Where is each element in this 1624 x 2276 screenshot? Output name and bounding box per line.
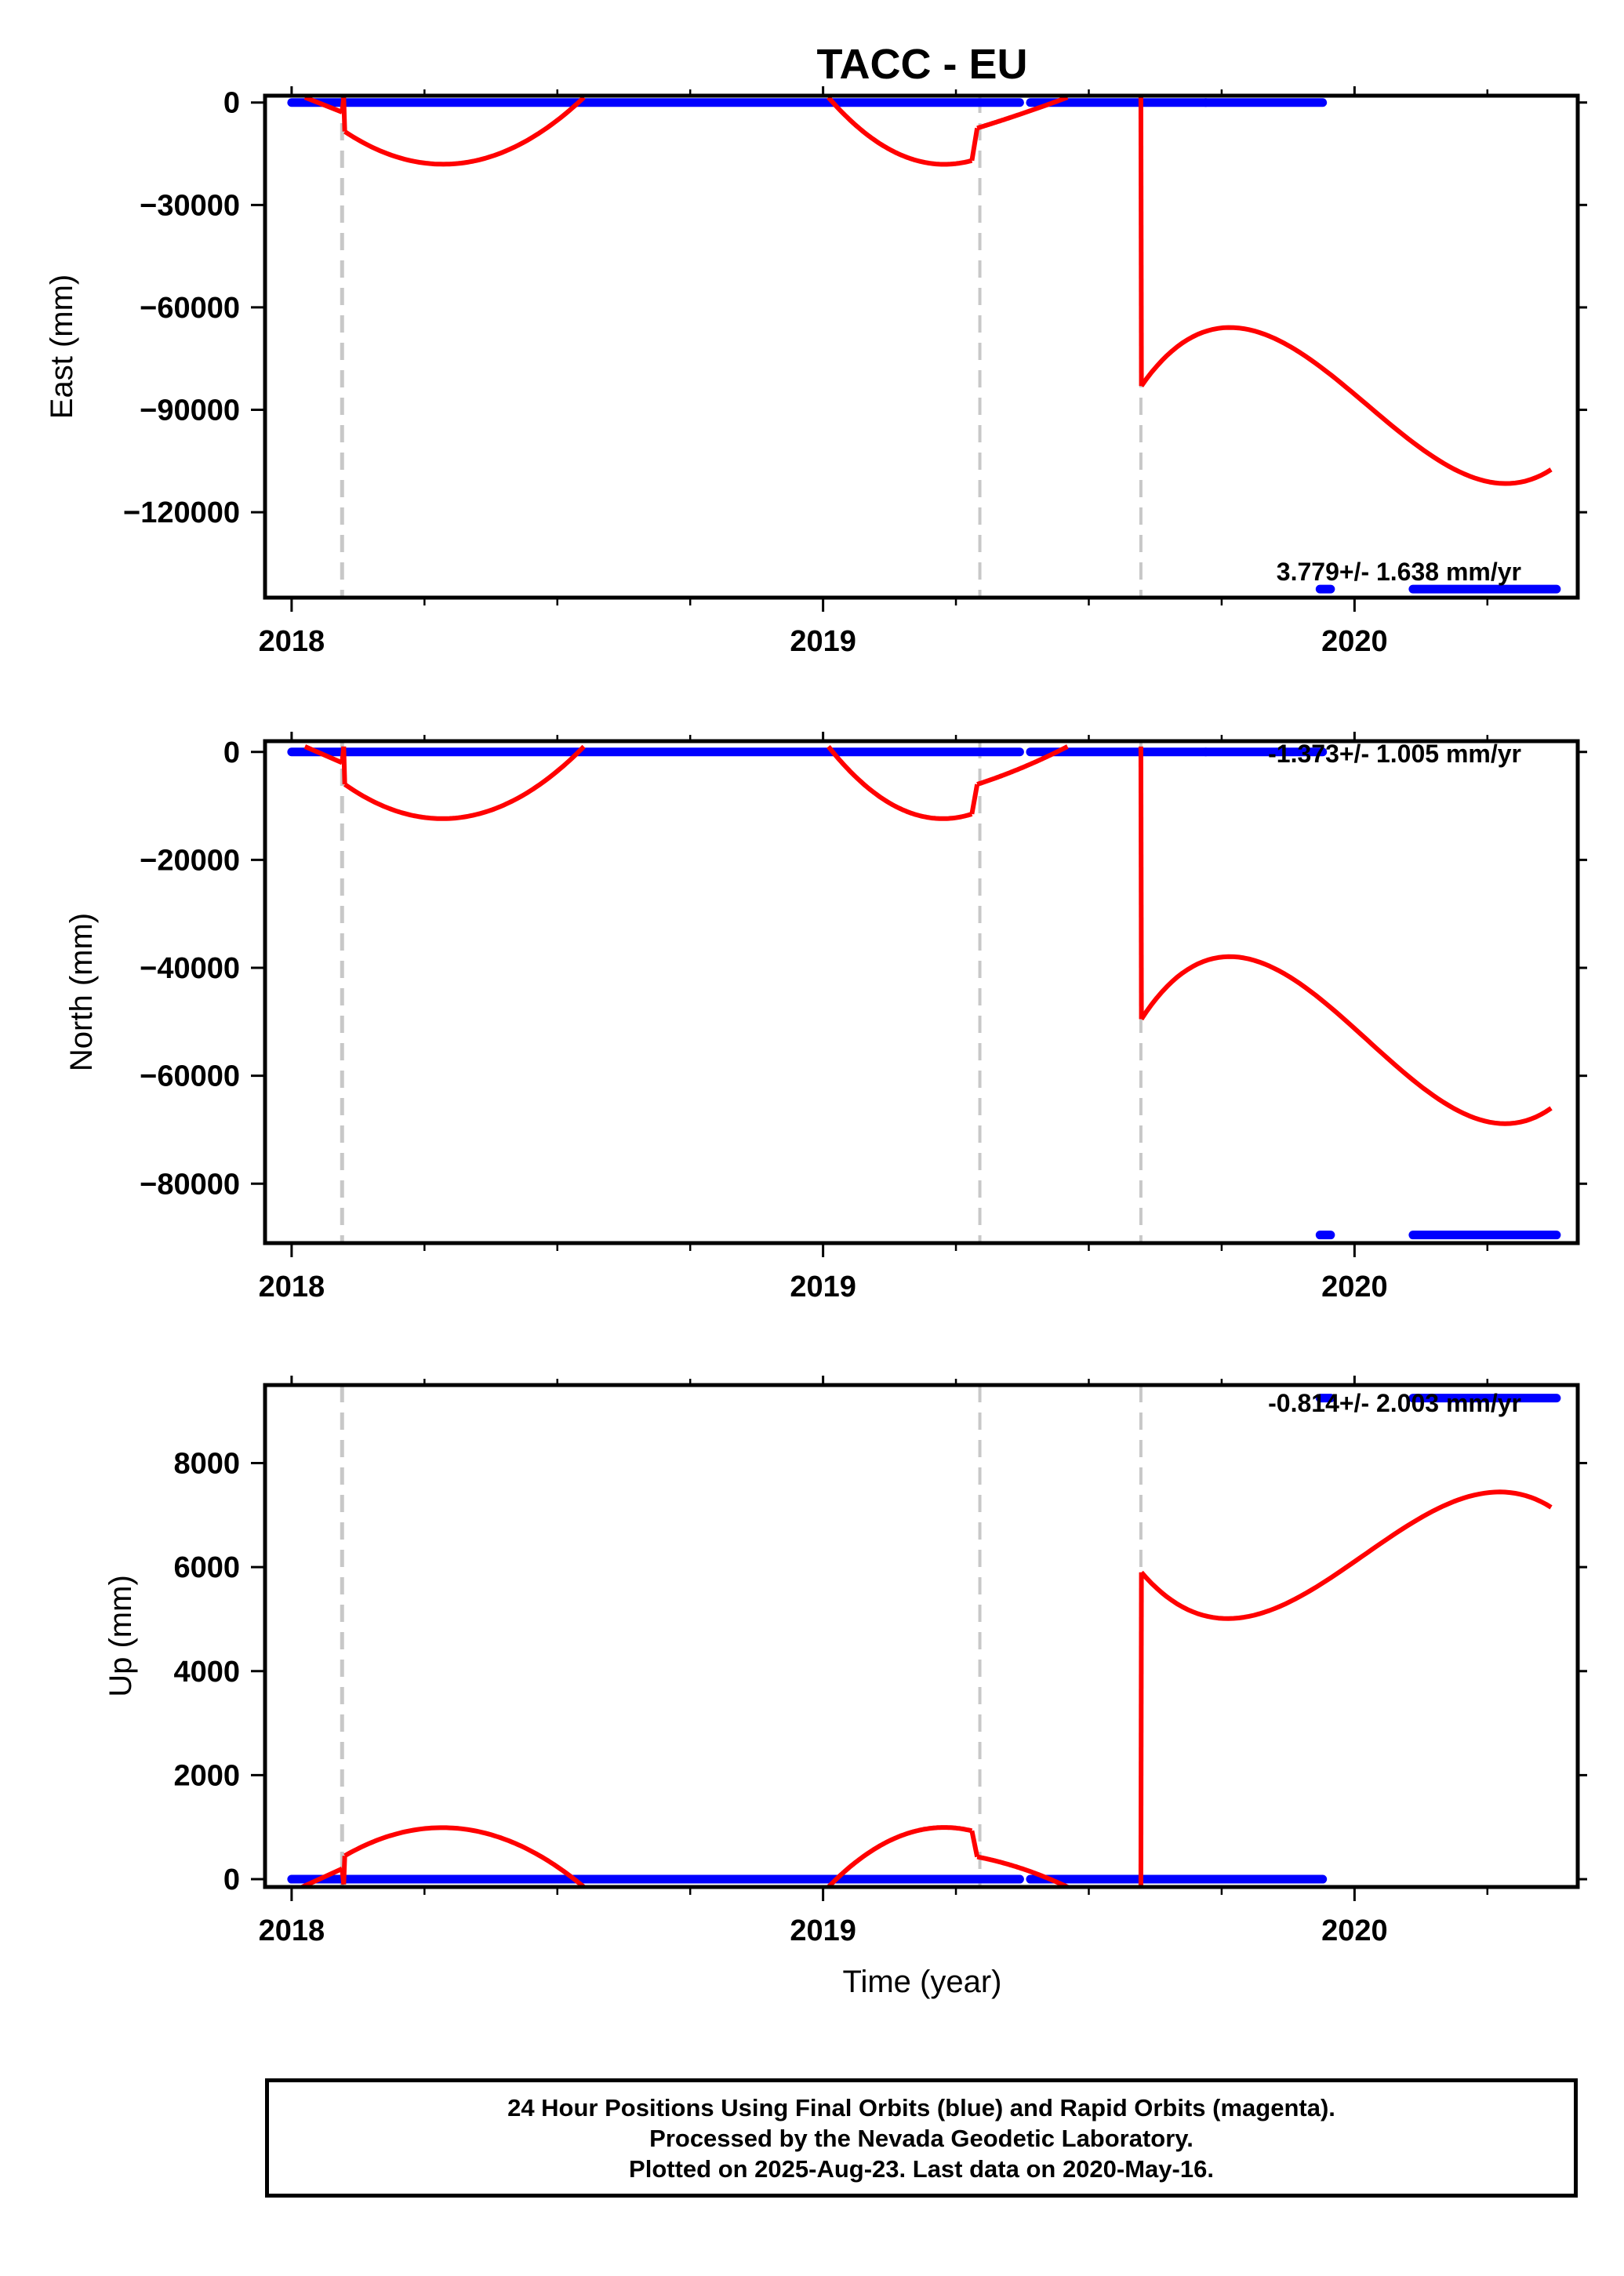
model-curve <box>303 744 343 765</box>
y-axis-title: East (mm) <box>45 275 79 419</box>
model-curve <box>1139 1489 1553 1621</box>
model-curve <box>343 1825 586 1887</box>
model-curve <box>975 1854 1069 1887</box>
plot-area <box>287 741 1561 1243</box>
caption-box: 24 Hour Positions Using Final Orbits (bl… <box>265 2078 1578 2198</box>
y-tick-label: 0 <box>223 1863 240 1896</box>
model-curve <box>343 96 586 167</box>
model-curve <box>301 1867 343 1887</box>
caption-line-2: Processed by the Nevada Geodetic Laborat… <box>649 2124 1193 2152</box>
model-curve <box>1138 1572 1144 1887</box>
model-curve <box>1139 954 1553 1126</box>
model-curve <box>827 1825 973 1887</box>
model-curve <box>343 744 586 821</box>
model-curve <box>1138 97 1144 387</box>
y-tick-label: −30000 <box>140 189 240 222</box>
rate-label: -1.373+/- 1.005 mm/yr <box>1268 740 1521 768</box>
y-tick-label: 0 <box>223 87 240 120</box>
x-tick-label: 2018 <box>259 1914 325 1947</box>
model-curve <box>975 96 1069 131</box>
plot-frame <box>263 739 1580 1245</box>
y-tick-label: −40000 <box>140 952 240 985</box>
model-curve <box>341 1856 347 1885</box>
model-curve <box>1139 325 1553 486</box>
plot-frame <box>263 93 1580 600</box>
rate-label: 3.779+/- 1.638 mm/yr <box>1277 558 1521 586</box>
model-curve <box>341 746 347 785</box>
y-axis-title: North (mm) <box>64 913 99 1071</box>
plot-frame <box>263 1383 1580 1889</box>
x-tick-label: 2019 <box>790 625 856 658</box>
y-axis-title: Up (mm) <box>104 1575 138 1697</box>
x-tick-label: 2018 <box>259 1271 325 1303</box>
y-tick-label: −120000 <box>123 496 240 529</box>
y-tick-label: −20000 <box>140 844 240 877</box>
plot-area <box>287 1385 1561 1887</box>
model-curve <box>303 96 343 115</box>
x-tick-label: 2020 <box>1321 1914 1388 1947</box>
chart-title: TACC - EU <box>817 41 1028 88</box>
y-tick-label: 8000 <box>173 1447 240 1480</box>
x-tick-label: 2018 <box>259 625 325 658</box>
model-curve <box>969 784 980 815</box>
y-tick-label: 6000 <box>173 1551 240 1584</box>
model-curve <box>969 1830 980 1858</box>
y-tick-label: 2000 <box>173 1759 240 1792</box>
model-curve <box>1138 746 1144 1020</box>
model-curve <box>975 744 1069 787</box>
x-axis-title: Time (year) <box>843 1965 1002 1999</box>
y-tick-label: −60000 <box>140 292 240 325</box>
y-tick-label: −80000 <box>140 1168 240 1201</box>
y-tick-label: −90000 <box>140 394 240 427</box>
x-tick-label: 2019 <box>790 1914 856 1947</box>
y-tick-label: −60000 <box>140 1060 240 1093</box>
y-tick-label: 0 <box>223 736 240 769</box>
x-tick-label: 2019 <box>790 1271 856 1303</box>
caption-line-3: Plotted on 2025-Aug-23. Last data on 202… <box>629 2154 1214 2183</box>
x-tick-label: 2020 <box>1321 625 1388 658</box>
y-tick-label: 4000 <box>173 1656 240 1689</box>
model-curve <box>341 97 347 132</box>
model-curve <box>827 96 973 167</box>
rate-label: -0.814+/- 2.003 mm/yr <box>1268 1389 1521 1417</box>
plot-area <box>287 96 1561 598</box>
north-panel: 0 −20000 −40000 −60000 −80000 2018 2019 2020 Nor… <box>64 732 1587 1303</box>
model-curve <box>827 744 973 821</box>
x-tick-label: 2020 <box>1321 1271 1388 1303</box>
east-panel: 0 −30000 −60000 −90000 −120000 2018 2019 2020 Ea… <box>45 86 1587 658</box>
model-curve <box>969 127 980 162</box>
up-panel: 0 2000 4000 6000 8000 2018 2019 2020 Up (mm) -0.8… <box>104 1376 1587 1947</box>
caption-line-1: 24 Hour Positions Using Final Orbits (bl… <box>507 2093 1335 2121</box>
